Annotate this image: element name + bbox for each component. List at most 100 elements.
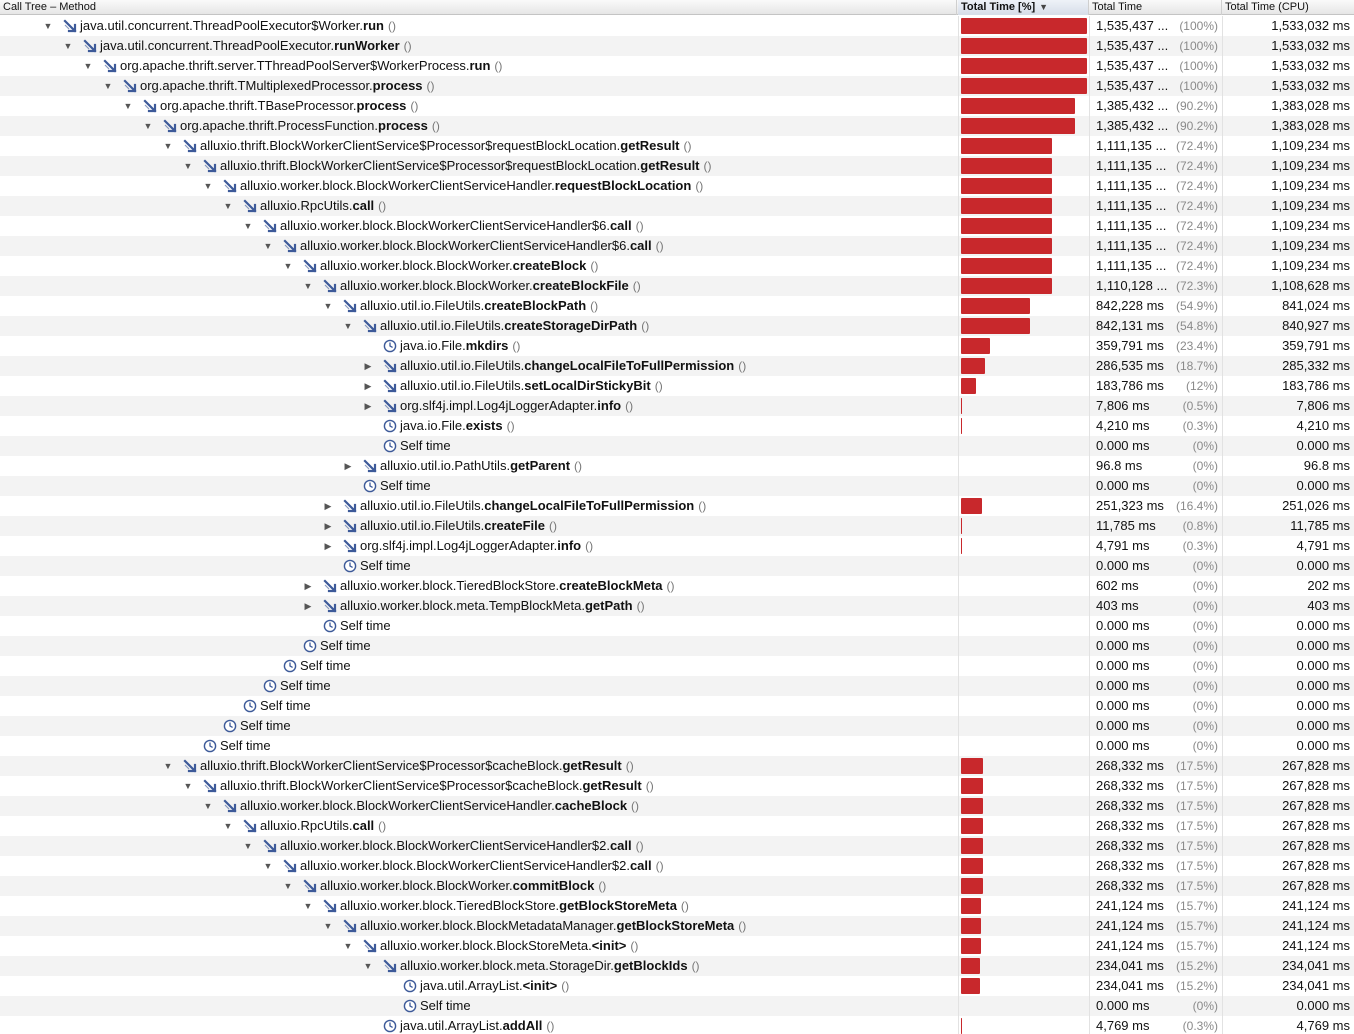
table-row[interactable]: ▼ alluxio.thrift.BlockWorkerClientService…	[0, 136, 1354, 156]
disclosure-open-icon[interactable]: ▼	[263, 861, 273, 871]
table-row[interactable]: ▼ org.apache.thrift.TBaseProcessor.proces…	[0, 96, 1354, 116]
disclosure-closed-icon[interactable]: ▶	[324, 521, 332, 531]
table-row[interactable]: ▼ alluxio.worker.block.BlockWorkerClientS…	[0, 796, 1354, 816]
table-row[interactable]: ▼ alluxio.worker.block.BlockMetadataManag…	[0, 916, 1354, 936]
table-row[interactable]: ▼ alluxio.worker.block.BlockWorkerClientS…	[0, 236, 1354, 256]
table-row[interactable]: ▼ alluxio.worker.block.meta.StorageDir.ge…	[0, 956, 1354, 976]
disclosure-open-icon[interactable]: ▼	[163, 141, 173, 151]
table-row[interactable]: Self time 0.000 ms (0%) 0.000 ms	[0, 556, 1354, 576]
header-total-pct[interactable]: Total Time [%] ▼	[958, 0, 1089, 15]
disclosure-open-icon[interactable]: ▼	[203, 181, 213, 191]
table-row[interactable]: ▼ alluxio.RpcUtils.call() 1,111,135 ... (72…	[0, 196, 1354, 216]
disclosure-closed-icon[interactable]: ▶	[304, 581, 312, 591]
header-total[interactable]: Total Time	[1089, 0, 1222, 15]
table-row[interactable]: Self time 0.000 ms (0%) 0.000 ms	[0, 636, 1354, 656]
disclosure-open-icon[interactable]: ▼	[223, 201, 233, 211]
table-row[interactable]: java.util.ArrayList.<init>() 234,041 ms (1…	[0, 976, 1354, 996]
disclosure-open-icon[interactable]: ▼	[163, 761, 173, 771]
table-row[interactable]: ▼ java.util.concurrent.ThreadPoolExecutor…	[0, 36, 1354, 56]
disclosure-closed-icon[interactable]: ▶	[344, 461, 352, 471]
disclosure-open-icon[interactable]: ▼	[283, 881, 293, 891]
table-row[interactable]: ▼ alluxio.worker.block.BlockWorker.create…	[0, 276, 1354, 296]
table-row[interactable]: ▼ alluxio.worker.block.TieredBlockStore.g…	[0, 896, 1354, 916]
table-row[interactable]: ▶ alluxio.worker.block.meta.TempBlockMeta…	[0, 596, 1354, 616]
table-row[interactable]: Self time 0.000 ms (0%) 0.000 ms	[0, 676, 1354, 696]
disclosure-open-icon[interactable]: ▼	[343, 321, 353, 331]
disclosure-open-icon[interactable]: ▼	[123, 101, 133, 111]
table-row[interactable]: java.io.File.mkdirs() 359,791 ms (23.4%) 35…	[0, 336, 1354, 356]
header-method[interactable]: Call Tree – Method	[0, 0, 957, 15]
method-name: Self time	[360, 556, 411, 576]
disclosure-open-icon[interactable]: ▼	[223, 821, 233, 831]
table-row[interactable]: ▶ org.slf4j.impl.Log4jLoggerAdapter.info(…	[0, 536, 1354, 556]
table-row[interactable]: ▼ alluxio.thrift.BlockWorkerClientService…	[0, 776, 1354, 796]
table-row[interactable]: Self time 0.000 ms (0%) 0.000 ms	[0, 736, 1354, 756]
disclosure-open-icon[interactable]: ▼	[183, 781, 193, 791]
table-row[interactable]: Self time 0.000 ms (0%) 0.000 ms	[0, 436, 1354, 456]
table-row[interactable]: ▼ alluxio.worker.block.BlockWorker.create…	[0, 256, 1354, 276]
total-time-cell: 11,785 ms (0.8%)	[1089, 516, 1221, 536]
table-row[interactable]: Self time 0.000 ms (0%) 0.000 ms	[0, 716, 1354, 736]
disclosure-open-icon[interactable]: ▼	[243, 841, 253, 851]
disclosure-open-icon[interactable]: ▼	[303, 281, 313, 291]
table-row[interactable]: ▼ alluxio.util.io.FileUtils.createBlockPa…	[0, 296, 1354, 316]
disclosure-closed-icon[interactable]: ▶	[364, 381, 372, 391]
disclosure-open-icon[interactable]: ▼	[283, 261, 293, 271]
disclosure-open-icon[interactable]: ▼	[143, 121, 153, 131]
table-row[interactable]: ▼ org.apache.thrift.TMultiplexedProcessor…	[0, 76, 1354, 96]
disclosure-open-icon[interactable]: ▼	[43, 21, 53, 31]
table-row[interactable]: ▼ alluxio.util.io.FileUtils.createStorage…	[0, 316, 1354, 336]
header-cpu[interactable]: Total Time (CPU)	[1222, 0, 1354, 15]
table-row[interactable]: ▼ alluxio.worker.block.BlockWorkerClientS…	[0, 856, 1354, 876]
table-row[interactable]: ▼ java.util.concurrent.ThreadPoolExecutor…	[0, 16, 1354, 36]
table-row[interactable]: Self time 0.000 ms (0%) 0.000 ms	[0, 996, 1354, 1016]
cpu-time-value: 7,806 ms	[1296, 398, 1350, 413]
disclosure-open-icon[interactable]: ▼	[243, 221, 253, 231]
table-row[interactable]: ▼ alluxio.RpcUtils.call() 268,332 ms (17.5%…	[0, 816, 1354, 836]
disclosure-open-icon[interactable]: ▼	[303, 901, 313, 911]
table-row[interactable]: Self time 0.000 ms (0%) 0.000 ms	[0, 696, 1354, 716]
table-row[interactable]: ▶ alluxio.util.io.FileUtils.createFile() 1…	[0, 516, 1354, 536]
disclosure-open-icon[interactable]: ▼	[103, 81, 113, 91]
total-time-value: 403 ms	[1096, 598, 1139, 613]
clock-icon	[363, 479, 377, 493]
table-row[interactable]: ▼ alluxio.worker.block.BlockWorker.commit…	[0, 876, 1354, 896]
table-row[interactable]: ▼ alluxio.worker.block.BlockWorkerClientS…	[0, 176, 1354, 196]
table-row[interactable]: ▶ org.slf4j.impl.Log4jLoggerAdapter.info(…	[0, 396, 1354, 416]
table-row[interactable]: Self time 0.000 ms (0%) 0.000 ms	[0, 616, 1354, 636]
disclosure-closed-icon[interactable]: ▶	[324, 501, 332, 511]
table-row[interactable]: ▶ alluxio.util.io.FileUtils.changeLocalFi…	[0, 356, 1354, 376]
table-row[interactable]: ▼ org.apache.thrift.server.TThreadPoolSer…	[0, 56, 1354, 76]
disclosure-open-icon[interactable]: ▼	[183, 161, 193, 171]
disclosure-closed-icon[interactable]: ▶	[304, 601, 312, 611]
disclosure-closed-icon[interactable]: ▶	[364, 401, 372, 411]
table-row[interactable]: ▶ alluxio.util.io.FileUtils.setLocalDirSt…	[0, 376, 1354, 396]
table-row[interactable]: ▶ alluxio.util.io.PathUtils.getParent() 96…	[0, 456, 1354, 476]
disclosure-open-icon[interactable]: ▼	[363, 961, 373, 971]
disclosure-open-icon[interactable]: ▼	[343, 941, 353, 951]
disclosure-open-icon[interactable]: ▼	[323, 921, 333, 931]
method-params: ()	[546, 1019, 555, 1033]
table-row[interactable]: ▼ org.apache.thrift.ProcessFunction.proce…	[0, 116, 1354, 136]
table-row[interactable]: ▶ alluxio.util.io.FileUtils.changeLocalFi…	[0, 496, 1354, 516]
table-row[interactable]: java.io.File.exists() 4,210 ms (0.3%) 4,210…	[0, 416, 1354, 436]
percent-bar-cell	[958, 196, 1088, 216]
disclosure-open-icon[interactable]: ▼	[203, 801, 213, 811]
disclosure-closed-icon[interactable]: ▶	[324, 541, 332, 551]
total-time-cell: 268,332 ms (17.5%)	[1089, 776, 1221, 796]
disclosure-open-icon[interactable]: ▼	[323, 301, 333, 311]
table-row[interactable]: ▶ alluxio.worker.block.TieredBlockStore.c…	[0, 576, 1354, 596]
disclosure-closed-icon[interactable]: ▶	[364, 361, 372, 371]
disclosure-open-icon[interactable]: ▼	[63, 41, 73, 51]
table-row[interactable]: Self time 0.000 ms (0%) 0.000 ms	[0, 476, 1354, 496]
disclosure-open-icon[interactable]: ▼	[83, 61, 93, 71]
disclosure-open-icon[interactable]: ▼	[263, 241, 273, 251]
table-row[interactable]: ▼ alluxio.thrift.BlockWorkerClientService…	[0, 156, 1354, 176]
table-row[interactable]: Self time 0.000 ms (0%) 0.000 ms	[0, 656, 1354, 676]
table-row[interactable]: java.util.ArrayList.addAll() 4,769 ms (0.3…	[0, 1016, 1354, 1034]
table-row[interactable]: ▼ alluxio.worker.block.BlockStoreMeta.<in…	[0, 936, 1354, 956]
table-row[interactable]: ▼ alluxio.worker.block.BlockWorkerClientS…	[0, 836, 1354, 856]
table-row[interactable]: ▼ alluxio.thrift.BlockWorkerClientService…	[0, 756, 1354, 776]
percent-bar-cell	[958, 296, 1088, 316]
table-row[interactable]: ▼ alluxio.worker.block.BlockWorkerClientS…	[0, 216, 1354, 236]
